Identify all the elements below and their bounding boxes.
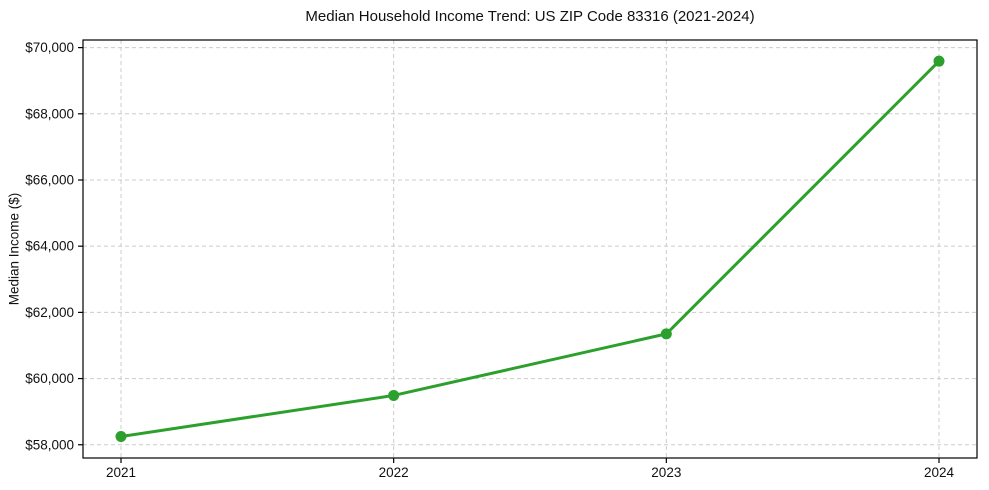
y-tick-label: $58,000	[25, 437, 74, 452]
y-tick-label: $64,000	[25, 239, 74, 254]
x-tick-label: 2024	[924, 465, 955, 480]
chart-title: Median Household Income Trend: US ZIP Co…	[305, 8, 755, 25]
data-point	[115, 430, 127, 442]
y-tick-label: $68,000	[25, 106, 74, 121]
plot-frame	[82, 39, 978, 459]
x-tick-label: 2021	[106, 465, 136, 480]
data-point	[660, 328, 672, 340]
y-tick-label: $70,000	[25, 40, 74, 55]
y-tick-label: $62,000	[25, 305, 74, 320]
data-point	[933, 55, 945, 67]
x-tick-label: 2023	[651, 465, 681, 480]
trend-line	[119, 59, 941, 438]
x-tick-label: 2022	[379, 465, 409, 480]
y-tick-label: $66,000	[25, 172, 74, 187]
y-tick-label: $60,000	[25, 371, 74, 386]
data-point	[388, 389, 400, 401]
